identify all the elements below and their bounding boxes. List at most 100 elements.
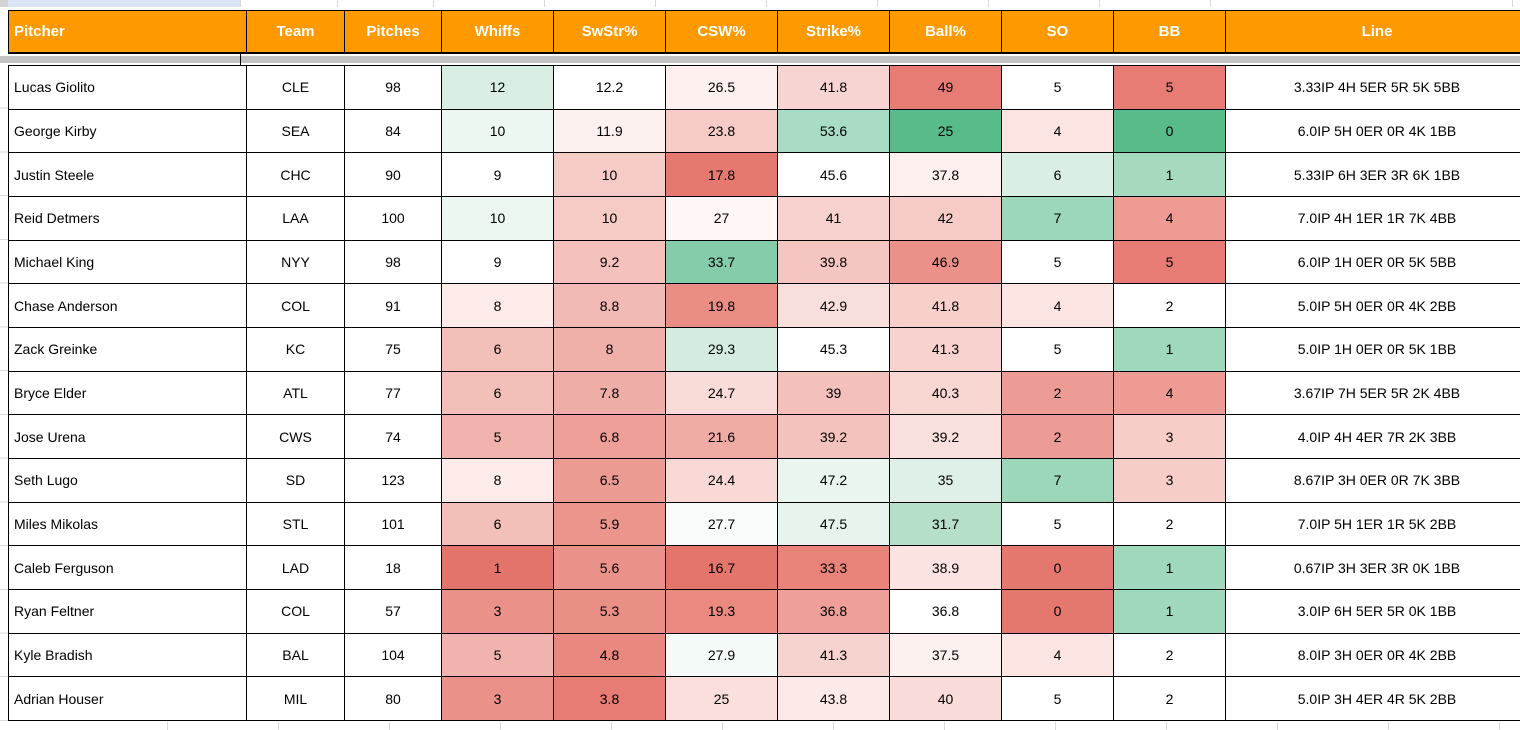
cell-csw[interactable]: 27.7 — [665, 501, 778, 547]
cell-strike[interactable]: 41 — [777, 195, 890, 241]
cell-pitches[interactable]: 91 — [344, 283, 442, 328]
cell-swstr[interactable]: 8.8 — [553, 283, 666, 328]
cell-line[interactable]: 5.0IP 1H 0ER 0R 5K 1BB — [1225, 326, 1520, 372]
cell-csw[interactable]: 21.6 — [665, 414, 778, 459]
cell-pitcher[interactable]: Seth Lugo — [8, 457, 247, 503]
cell-ball[interactable]: 49 — [889, 65, 1002, 110]
cell-line[interactable]: 5.0IP 3H 4ER 4R 5K 2BB — [1225, 676, 1520, 721]
cell-pitches[interactable]: 104 — [344, 632, 442, 678]
column-header-csw[interactable]: CSW% — [665, 10, 778, 54]
cell-swstr[interactable]: 12.2 — [553, 65, 666, 110]
cell-bb[interactable]: 2 — [1113, 632, 1226, 678]
cell-pitches[interactable]: 101 — [344, 501, 442, 547]
cell-bb[interactable]: 2 — [1113, 676, 1226, 721]
cell-whiffs[interactable]: 8 — [441, 283, 554, 328]
cell-line[interactable]: 7.0IP 5H 1ER 1R 5K 2BB — [1225, 501, 1520, 547]
cell-strike[interactable]: 45.6 — [777, 152, 890, 197]
column-header-so[interactable]: SO — [1001, 10, 1114, 54]
cell-so[interactable]: 2 — [1001, 414, 1114, 459]
cell-pitcher[interactable]: Lucas Giolito — [8, 65, 247, 110]
cell-swstr[interactable]: 5.9 — [553, 501, 666, 547]
cell-pitcher[interactable]: Zack Greinke — [8, 326, 247, 372]
cell-so[interactable]: 5 — [1001, 65, 1114, 110]
cell-bb[interactable]: 0 — [1113, 108, 1226, 154]
cell-team[interactable]: LAA — [246, 195, 345, 241]
cell-line[interactable]: 5.33IP 6H 3ER 3R 6K 1BB — [1225, 152, 1520, 197]
cell-line[interactable]: 3.0IP 6H 5ER 5R 0K 1BB — [1225, 588, 1520, 634]
cell-swstr[interactable]: 10 — [553, 152, 666, 197]
column-header-strike[interactable]: Strike% — [777, 10, 890, 54]
cell-strike[interactable]: 43.8 — [777, 676, 890, 721]
cell-so[interactable]: 7 — [1001, 457, 1114, 503]
cell-csw[interactable]: 24.4 — [665, 457, 778, 503]
cell-so[interactable]: 4 — [1001, 632, 1114, 678]
cell-line[interactable]: 4.0IP 4H 4ER 7R 2K 3BB — [1225, 414, 1520, 459]
cell-pitches[interactable]: 98 — [344, 65, 442, 110]
cell-bb[interactable]: 2 — [1113, 283, 1226, 328]
cell-swstr[interactable]: 3.8 — [553, 676, 666, 721]
cell-csw[interactable]: 23.8 — [665, 108, 778, 154]
cell-ball[interactable]: 36.8 — [889, 588, 1002, 634]
cell-swstr[interactable]: 11.9 — [553, 108, 666, 154]
cell-strike[interactable]: 42.9 — [777, 283, 890, 328]
column-header-pitches[interactable]: Pitches — [344, 10, 442, 54]
cell-bb[interactable]: 4 — [1113, 370, 1226, 416]
cell-team[interactable]: COL — [246, 588, 345, 634]
cell-ball[interactable]: 38.9 — [889, 545, 1002, 590]
cell-swstr[interactable]: 8 — [553, 326, 666, 372]
cell-team[interactable]: KC — [246, 326, 345, 372]
cell-so[interactable]: 5 — [1001, 501, 1114, 547]
cell-line[interactable]: 5.0IP 5H 0ER 0R 4K 2BB — [1225, 283, 1520, 328]
cell-ball[interactable]: 40 — [889, 676, 1002, 721]
cell-ball[interactable]: 35 — [889, 457, 1002, 503]
cell-pitches[interactable]: 18 — [344, 545, 442, 590]
cell-pitcher[interactable]: George Kirby — [8, 108, 247, 154]
cell-whiffs[interactable]: 5 — [441, 632, 554, 678]
column-header-whiffs[interactable]: Whiffs — [441, 10, 554, 54]
cell-csw[interactable]: 25 — [665, 676, 778, 721]
cell-so[interactable]: 6 — [1001, 152, 1114, 197]
cell-pitcher[interactable]: Caleb Ferguson — [8, 545, 247, 590]
cell-team[interactable]: BAL — [246, 632, 345, 678]
cell-swstr[interactable]: 10 — [553, 195, 666, 241]
cell-line[interactable]: 0.67IP 3H 3ER 3R 0K 1BB — [1225, 545, 1520, 590]
column-header-line[interactable]: Line — [1225, 10, 1520, 54]
cell-strike[interactable]: 41.3 — [777, 632, 890, 678]
cell-bb[interactable]: 3 — [1113, 457, 1226, 503]
cell-bb[interactable]: 2 — [1113, 501, 1226, 547]
cell-line[interactable]: 7.0IP 4H 1ER 1R 7K 4BB — [1225, 195, 1520, 241]
cell-bb[interactable]: 1 — [1113, 152, 1226, 197]
cell-pitcher[interactable]: Kyle Bradish — [8, 632, 247, 678]
cell-bb[interactable]: 1 — [1113, 545, 1226, 590]
cell-team[interactable]: LAD — [246, 545, 345, 590]
cell-whiffs[interactable]: 1 — [441, 545, 554, 590]
cell-ball[interactable]: 31.7 — [889, 501, 1002, 547]
cell-whiffs[interactable]: 10 — [441, 195, 554, 241]
cell-pitches[interactable]: 98 — [344, 239, 442, 285]
cell-pitcher[interactable]: Justin Steele — [8, 152, 247, 197]
cell-line[interactable]: 6.0IP 1H 0ER 0R 5K 5BB — [1225, 239, 1520, 285]
cell-csw[interactable]: 19.3 — [665, 588, 778, 634]
cell-csw[interactable]: 29.3 — [665, 326, 778, 372]
cell-ball[interactable]: 39.2 — [889, 414, 1002, 459]
cell-team[interactable]: SD — [246, 457, 345, 503]
cell-pitcher[interactable]: Bryce Elder — [8, 370, 247, 416]
cell-so[interactable]: 7 — [1001, 195, 1114, 241]
cell-ball[interactable]: 41.3 — [889, 326, 1002, 372]
cell-team[interactable]: CWS — [246, 414, 345, 459]
cell-swstr[interactable]: 6.8 — [553, 414, 666, 459]
cell-line[interactable]: 6.0IP 5H 0ER 0R 4K 1BB — [1225, 108, 1520, 154]
cell-strike[interactable]: 53.6 — [777, 108, 890, 154]
cell-whiffs[interactable]: 8 — [441, 457, 554, 503]
column-header-bb[interactable]: BB — [1113, 10, 1226, 54]
cell-pitcher[interactable]: Ryan Feltner — [8, 588, 247, 634]
cell-so[interactable]: 2 — [1001, 370, 1114, 416]
cell-line[interactable]: 3.33IP 4H 5ER 5R 5K 5BB — [1225, 65, 1520, 110]
cell-ball[interactable]: 40.3 — [889, 370, 1002, 416]
cell-ball[interactable]: 41.8 — [889, 283, 1002, 328]
cell-pitcher[interactable]: Chase Anderson — [8, 283, 247, 328]
cell-pitches[interactable]: 57 — [344, 588, 442, 634]
cell-so[interactable]: 5 — [1001, 326, 1114, 372]
cell-strike[interactable]: 47.2 — [777, 457, 890, 503]
cell-pitches[interactable]: 100 — [344, 195, 442, 241]
